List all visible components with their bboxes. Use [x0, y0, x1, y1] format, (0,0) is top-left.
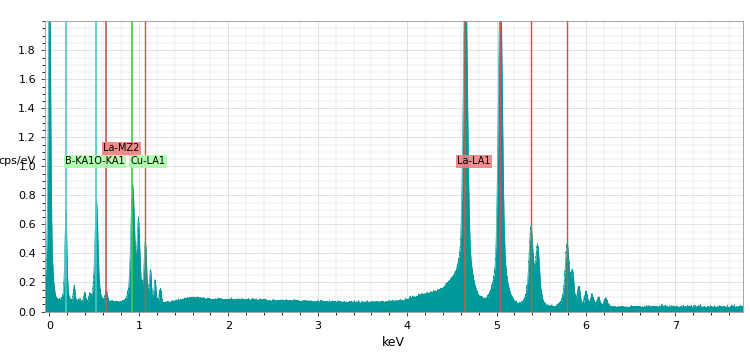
- X-axis label: keV: keV: [382, 336, 405, 349]
- Text: B-KA1O-KA1: B-KA1O-KA1: [65, 156, 125, 166]
- Y-axis label: cps/eV: cps/eV: [0, 156, 36, 166]
- Text: La-MZ2: La-MZ2: [103, 143, 140, 153]
- Text: La-LA1: La-LA1: [458, 156, 490, 166]
- Text: Cu-LA1: Cu-LA1: [130, 156, 166, 166]
